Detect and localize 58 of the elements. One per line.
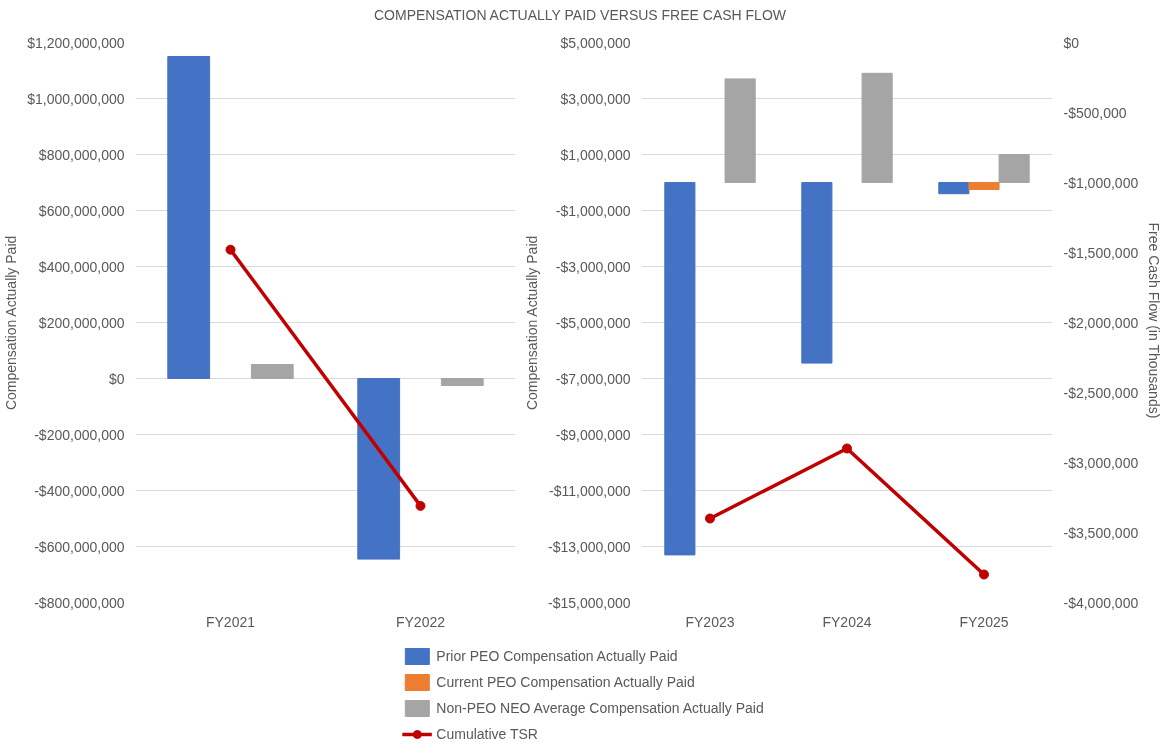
bar (968, 182, 1000, 190)
point (979, 569, 989, 580)
bar (724, 78, 756, 183)
x-tick-label: FY2025 (959, 613, 1009, 630)
y-tick-label: -$11,000,000 (549, 482, 631, 499)
y-tick-label: $1,200,000,000 (27, 34, 125, 51)
x-tick-label: FY2024 (822, 613, 872, 630)
y-tick-label: -$600,000,000 (34, 538, 125, 555)
point (842, 443, 852, 454)
bar (440, 378, 484, 386)
y-tick-label: $1,000,000 (560, 146, 631, 163)
y2-tick-label: -$2,500,000 (1063, 384, 1139, 401)
bar (250, 364, 294, 379)
y-tick-label: -$7,000,000 (555, 370, 631, 387)
y-tick-label: -$9,000,000 (555, 426, 631, 443)
y2-tick-label: $0 (1063, 34, 1080, 51)
y-tick-label: $600,000,000 (38, 202, 125, 219)
y-tick-label: -$800,000,000 (34, 594, 125, 611)
y-tick-label: -$200,000,000 (34, 426, 125, 443)
y-tick-label: -$3,000,000 (555, 258, 631, 275)
x-tick-label: FY2022 (395, 613, 446, 630)
y-tick-label: -$15,000,000 (547, 594, 631, 611)
legend-label: Non-PEO NEO Average Compensation Actually Paid (436, 699, 764, 716)
legend-label: Current PEO Compensation Actually Paid (436, 673, 695, 690)
y-tick-label: -$13,000,000 (547, 538, 631, 555)
text: COMPENSATION ACTUALLY PAID VERSUS FREE CASH FLOW (373, 6, 787, 25)
bar (938, 182, 970, 195)
y-tick-label: $1,000,000,000 (27, 90, 125, 107)
y-axis-title: Compensation Actually Paid (523, 235, 540, 411)
point (705, 513, 715, 524)
y-tick-label: -$400,000,000 (34, 482, 125, 499)
y-tick-label: $200,000,000 (38, 314, 125, 331)
legend-label: Prior PEO Compensation Actually Paid (436, 647, 678, 664)
y2-tick-label: -$3,500,000 (1063, 524, 1139, 541)
y2-tick-label: -$1,000,000 (1063, 174, 1139, 191)
bar (357, 378, 401, 560)
y-tick-label: $3,000,000 (560, 90, 631, 107)
bar (167, 56, 211, 379)
y2-tick-label: -$2,000,000 (1063, 314, 1139, 331)
y2-axis-title: Free Cash Flow (in Thousands) (1146, 222, 1163, 419)
y-tick-label: -$5,000,000 (555, 314, 631, 331)
y2-tick-label: -$4,000,000 (1063, 594, 1139, 611)
x-tick-label: FY2021 (205, 613, 256, 630)
x-tick-label: FY2023 (685, 613, 735, 630)
y-tick-label: $400,000,000 (38, 258, 125, 275)
bar (861, 72, 893, 183)
y2-tick-label: -$500,000 (1063, 104, 1127, 121)
y-tick-label: $5,000,000 (560, 34, 631, 51)
bar (664, 182, 696, 556)
y-tick-label: $800,000,000 (38, 146, 125, 163)
y-axis-title: Compensation Actually Paid (3, 235, 20, 411)
y2-tick-label: -$1,500,000 (1063, 244, 1139, 261)
bar (801, 182, 833, 364)
y2-tick-label: -$3,000,000 (1063, 454, 1139, 471)
legend-label: Cumulative TSR (436, 725, 538, 742)
y-tick-label: $0 (108, 370, 125, 387)
bar (998, 154, 1030, 183)
y-tick-label: -$1,000,000 (555, 202, 631, 219)
